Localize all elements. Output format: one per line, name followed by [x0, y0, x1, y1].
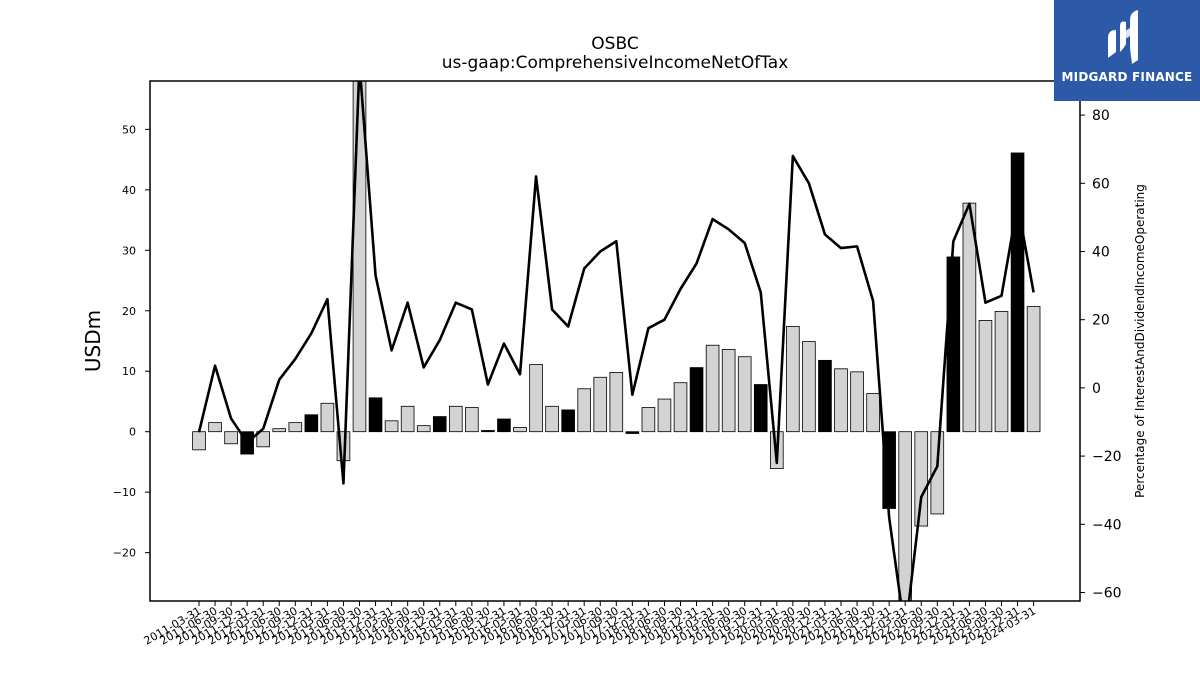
y2-tick-label: −60 — [1092, 585, 1122, 601]
y2-tick-label: −20 — [1092, 449, 1122, 465]
bar — [753, 384, 768, 433]
y2-tick-label: 20 — [1092, 313, 1110, 329]
bar — [481, 430, 495, 433]
y-axis-ticks: −20 −10 0 10 20 30 40 50 — [113, 123, 150, 560]
y-axis-label: USDm — [81, 310, 105, 372]
bar — [737, 356, 752, 433]
bar — [272, 428, 287, 433]
bar — [1010, 152, 1025, 433]
y-tick-label: 20 — [122, 305, 136, 318]
line-series — [197, 81, 1035, 601]
bar — [850, 371, 864, 433]
plot-frame — [149, 80, 1081, 602]
y-tick-label: 40 — [122, 184, 136, 197]
bar — [994, 310, 1009, 433]
y-tick-label: 10 — [122, 365, 136, 378]
bar — [802, 341, 816, 433]
bar — [641, 407, 656, 433]
bar — [657, 398, 672, 433]
bar — [721, 349, 736, 433]
bar — [513, 427, 527, 433]
bar — [866, 393, 880, 433]
bar — [465, 407, 479, 433]
bar — [673, 382, 688, 433]
bar — [432, 416, 447, 433]
y2-tick-label: 40 — [1092, 244, 1110, 260]
bar — [400, 405, 415, 433]
bar — [834, 368, 848, 433]
bar — [978, 320, 993, 433]
y-tick-label: 0 — [129, 426, 136, 439]
y2-axis-ticks: −60 −40 −20 0 20 40 60 80 — [1080, 108, 1122, 601]
bar — [946, 256, 961, 433]
logo-text: MIDGARD FINANCE — [1061, 70, 1193, 84]
chart-subtitle: us-gaap:ComprehensiveIncomeNetOfTax — [442, 53, 789, 73]
bar — [705, 344, 720, 433]
series-line — [197, 81, 1035, 601]
bar — [593, 376, 608, 433]
bar — [352, 81, 367, 433]
logo: MIDGARD FINANCE — [1054, 0, 1200, 101]
bar — [930, 431, 945, 515]
bar — [545, 405, 559, 433]
bar — [818, 359, 832, 433]
y-tick-label: 30 — [122, 244, 136, 257]
bar — [1026, 306, 1041, 433]
bar — [192, 431, 206, 451]
logo-icon — [1108, 10, 1138, 64]
bar — [224, 431, 238, 445]
bar — [786, 326, 800, 433]
y2-axis-label: Percentage of InterestAndDividendIncomeO… — [1133, 184, 1147, 498]
bar — [577, 388, 591, 433]
bar — [609, 372, 624, 433]
bar — [561, 409, 575, 433]
y2-tick-label: 80 — [1092, 108, 1110, 124]
bar-series — [192, 81, 1041, 601]
x-axis-ticks: 2011-03-312011-06-302011-09-302011-12-31… — [142, 601, 1038, 648]
bar — [416, 425, 431, 433]
bar — [898, 431, 912, 601]
bar — [529, 364, 543, 433]
bar — [448, 405, 463, 433]
bar — [384, 420, 399, 433]
bar — [625, 431, 640, 434]
y-tick-label: −10 — [113, 486, 136, 499]
bar — [288, 422, 303, 433]
bar — [497, 418, 511, 433]
y-tick-label: 50 — [122, 123, 136, 136]
bar — [304, 414, 319, 433]
chart-title: OSBC — [591, 34, 638, 54]
y-tick-label: −20 — [113, 547, 136, 560]
y2-tick-label: −40 — [1092, 517, 1122, 533]
bar — [208, 422, 222, 433]
y2-tick-label: 0 — [1092, 381, 1101, 397]
bar — [256, 431, 270, 448]
bar — [320, 402, 335, 433]
bar — [368, 397, 383, 433]
bar — [914, 431, 929, 527]
y2-tick-label: 60 — [1092, 176, 1110, 192]
bar — [689, 367, 704, 433]
